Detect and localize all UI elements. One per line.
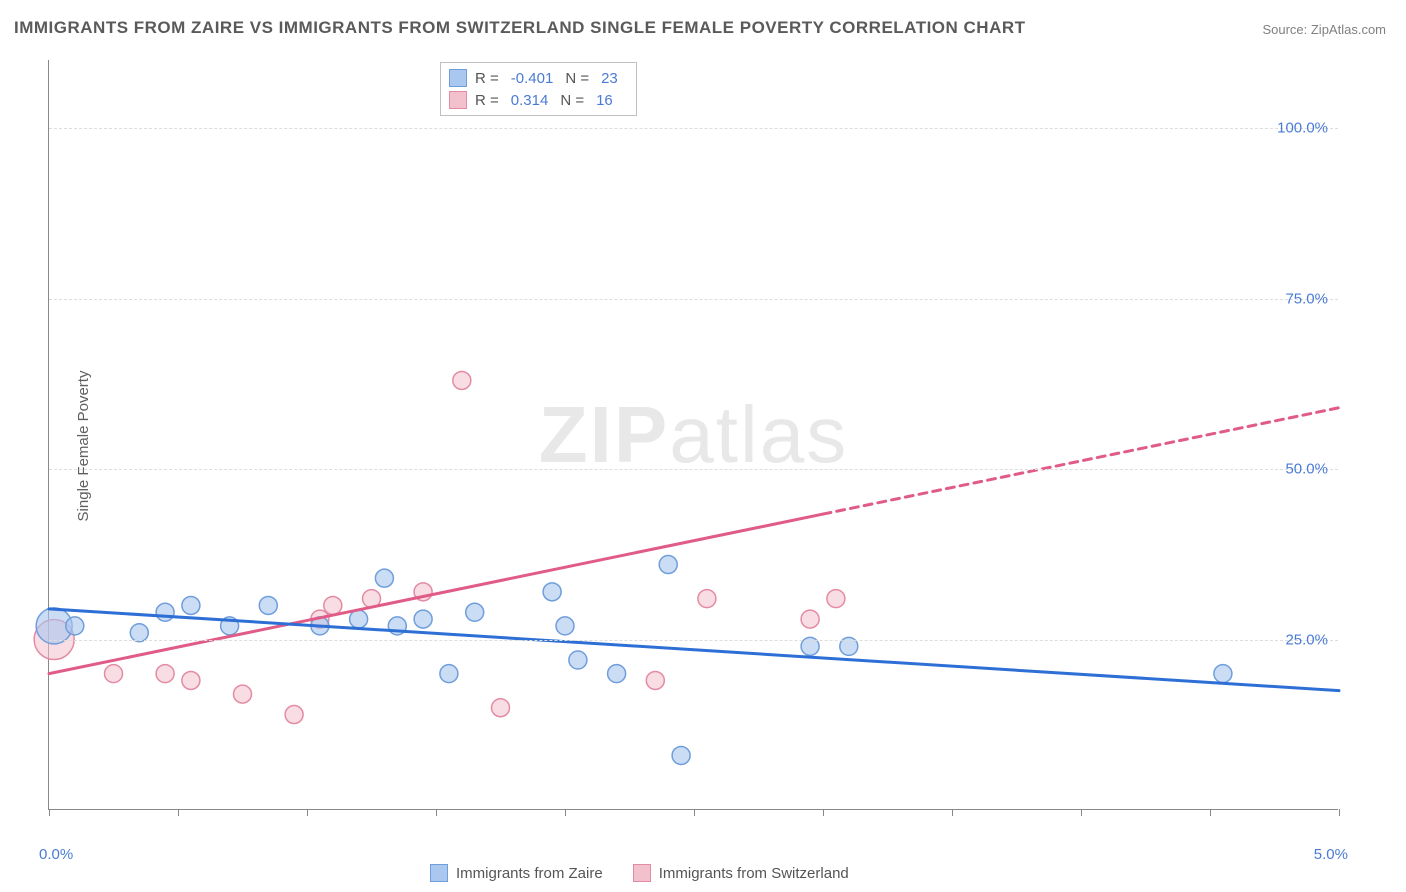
source-attribution: Source: ZipAtlas.com bbox=[1262, 22, 1386, 37]
n-value-zaire: 23 bbox=[597, 70, 622, 87]
r-value-switzerland: 0.314 bbox=[507, 92, 553, 109]
scatter-plot-svg bbox=[49, 60, 1338, 809]
legend-label-zaire: Immigrants from Zaire bbox=[456, 865, 603, 882]
plot-area: ZIPatlas 25.0%50.0%75.0%100.0%0.0%5.0% bbox=[48, 60, 1338, 810]
legend-item-zaire: Immigrants from Zaire bbox=[430, 864, 603, 882]
legend-item-switzerland: Immigrants from Switzerland bbox=[633, 864, 849, 882]
swatch-switzerland-icon bbox=[633, 864, 651, 882]
swatch-zaire-icon bbox=[430, 864, 448, 882]
n-label: N = bbox=[565, 70, 589, 87]
y-tick-label: 50.0% bbox=[1285, 461, 1328, 478]
r-label: R = bbox=[475, 92, 499, 109]
x-tick-label: 5.0% bbox=[1314, 846, 1348, 863]
stats-legend: R = -0.401 N = 23 R = 0.314 N = 16 bbox=[440, 62, 637, 116]
n-label: N = bbox=[560, 92, 584, 109]
swatch-zaire bbox=[449, 69, 467, 87]
series-legend: Immigrants from Zaire Immigrants from Sw… bbox=[430, 864, 849, 882]
y-tick-label: 100.0% bbox=[1277, 120, 1328, 137]
r-label: R = bbox=[475, 70, 499, 87]
y-tick-label: 75.0% bbox=[1285, 290, 1328, 307]
chart-title: IMMIGRANTS FROM ZAIRE VS IMMIGRANTS FROM… bbox=[14, 18, 1026, 38]
stats-legend-row-switzerland: R = 0.314 N = 16 bbox=[449, 89, 622, 111]
n-value-switzerland: 16 bbox=[592, 92, 617, 109]
swatch-switzerland bbox=[449, 91, 467, 109]
stats-legend-row-zaire: R = -0.401 N = 23 bbox=[449, 67, 622, 89]
r-value-zaire: -0.401 bbox=[507, 70, 558, 87]
x-tick-label: 0.0% bbox=[39, 846, 73, 863]
legend-label-switzerland: Immigrants from Switzerland bbox=[659, 865, 849, 882]
y-tick-label: 25.0% bbox=[1285, 631, 1328, 648]
